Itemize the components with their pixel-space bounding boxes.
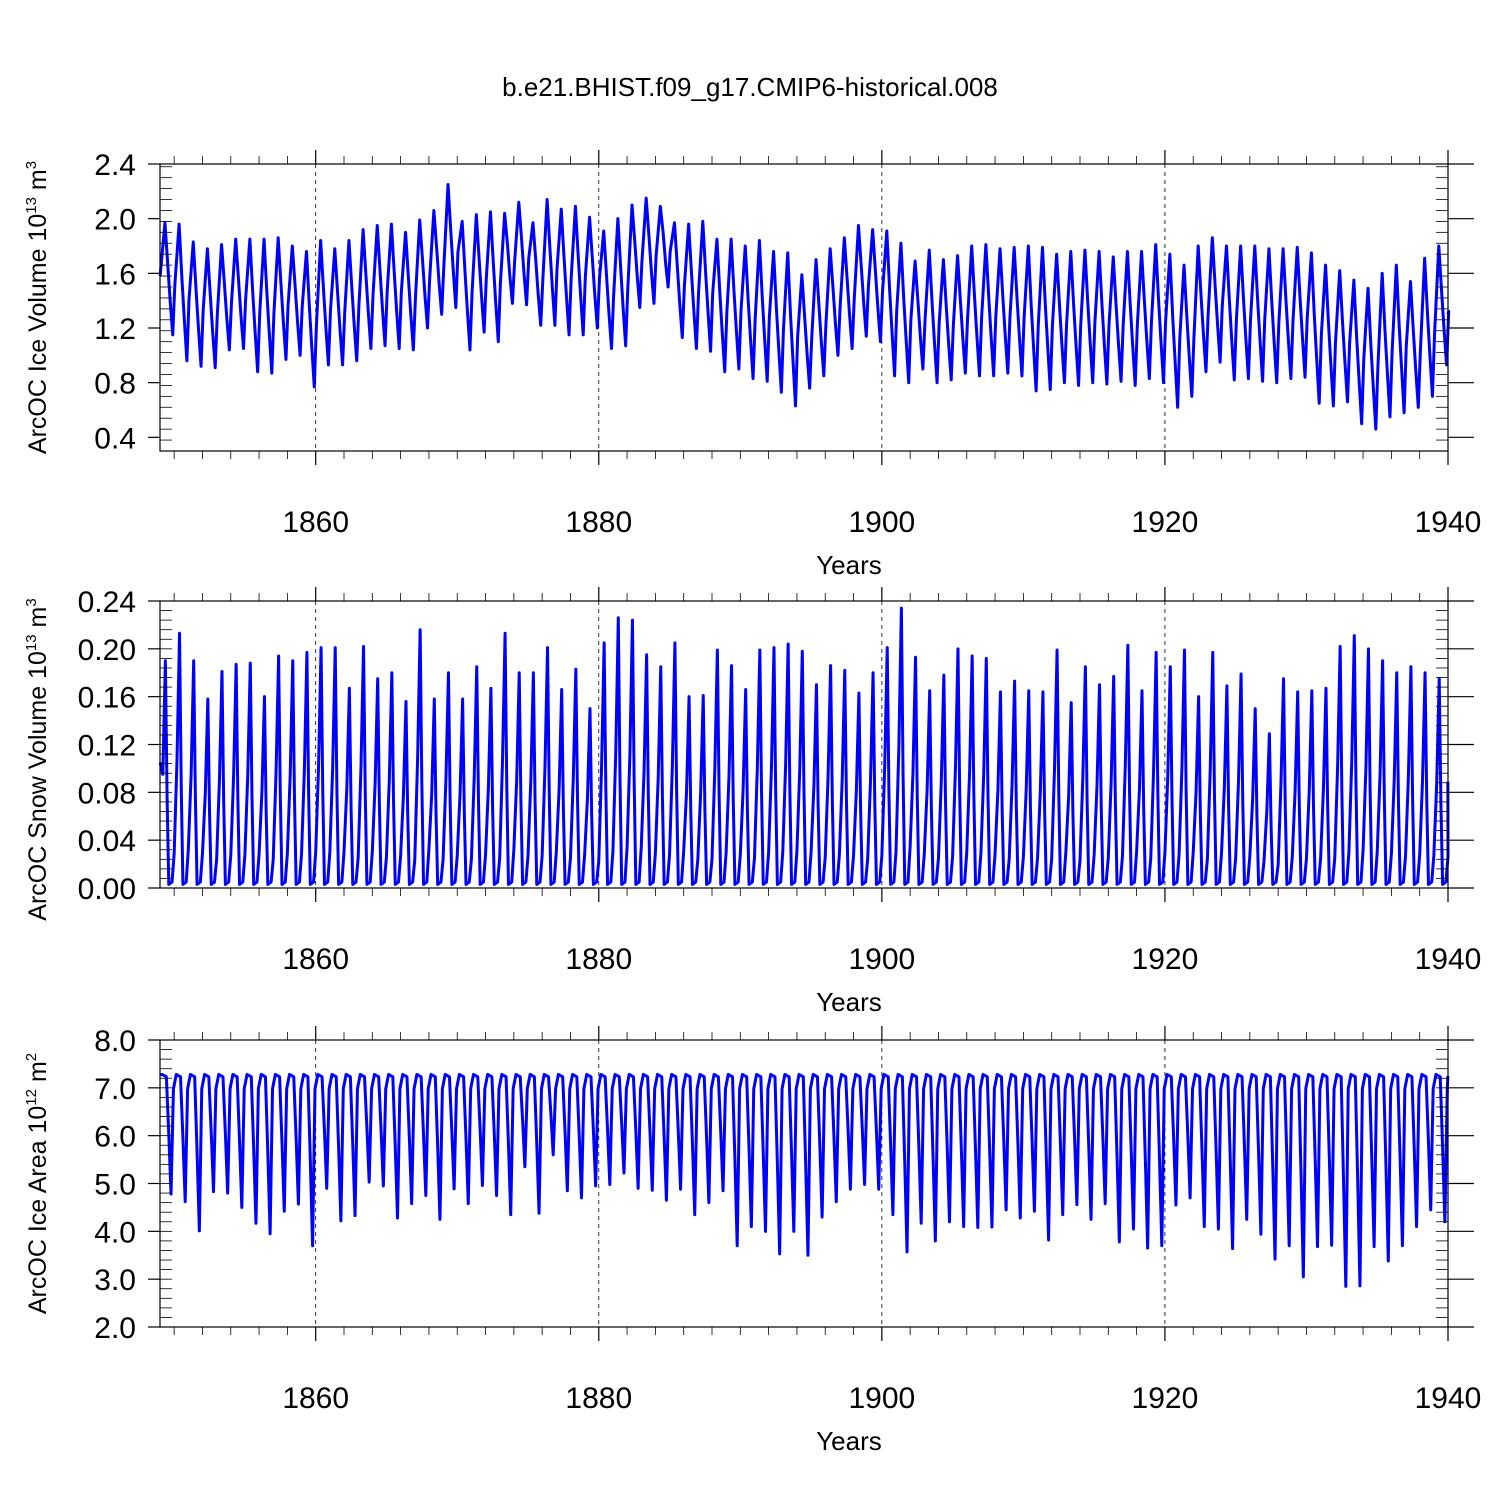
y-tick-label: 7.0 — [94, 1073, 136, 1106]
y-tick-label: 1.2 — [94, 313, 136, 346]
y-tick-label: 6.0 — [94, 1121, 136, 1154]
y-tick-label: 0.00 — [78, 873, 136, 906]
x-tick-label: 1860 — [282, 1382, 349, 1415]
y-tick-label: 0.4 — [94, 422, 136, 455]
y-tick-label: 0.8 — [94, 368, 136, 401]
y-tick-label: 8.0 — [94, 1025, 136, 1058]
x-axis-label: Years — [816, 550, 882, 580]
x-tick-label: 1940 — [1415, 943, 1482, 976]
x-tick-label: 1920 — [1132, 1382, 1199, 1415]
y-axis-label: ArcOC Ice Volume 1013 m3 — [23, 161, 52, 454]
x-tick-label: 1940 — [1415, 506, 1482, 539]
y-axis-label: ArcOC Snow Volume 1013 m3 — [23, 598, 52, 920]
panel-3: 2.0 3.0 4.0 5.0 6.0 7.0 8.0 1860 1880 1900 1920 194… — [23, 1025, 1481, 1456]
x-tick-label: 1880 — [565, 506, 632, 539]
x-tick-label: 1900 — [848, 1382, 915, 1415]
series-line — [160, 1072, 1450, 1288]
y-tick-label: 2.0 — [94, 204, 136, 237]
plot-frame — [159, 163, 1449, 452]
y-tick-label: 0.04 — [78, 825, 136, 858]
panel-1: 0.4 0.8 1.2 1.6 2.0 2.4 1860 1880 1900 1920 1940 Ye… — [23, 149, 1481, 580]
y-tick-label: 5.0 — [94, 1169, 136, 1202]
series-line — [158, 183, 1451, 431]
y-tick-label: 0.24 — [78, 586, 136, 619]
y-tick-label: 2.4 — [94, 149, 136, 182]
x-tick-label: 1920 — [1132, 506, 1199, 539]
panel-2: 0.00 0.04 0.08 0.12 0.16 0.20 0.24 1860 1880 1900… — [23, 586, 1481, 1017]
x-tick-label: 1880 — [565, 1382, 632, 1415]
x-tick-label: 1920 — [1132, 943, 1199, 976]
x-tick-label: 1860 — [282, 506, 349, 539]
y-tick-label: 3.0 — [94, 1264, 136, 1297]
x-tick-label: 1880 — [565, 943, 632, 976]
y-tick-label: 1.6 — [94, 258, 136, 291]
y-tick-label: 0.20 — [78, 634, 136, 667]
x-tick-label: 1900 — [848, 506, 915, 539]
y-tick-label: 0.08 — [78, 777, 136, 810]
x-tick-label: 1860 — [282, 943, 349, 976]
x-tick-label: 1900 — [848, 943, 915, 976]
x-tick-label: 1940 — [1415, 1382, 1482, 1415]
series-line — [158, 606, 1450, 886]
y-tick-label: 0.16 — [78, 682, 136, 715]
x-axis-label: Years — [816, 987, 882, 1017]
y-tick-label: 0.12 — [78, 730, 136, 763]
chart-title: b.e21.BHIST.f09_g17.CMIP6-historical.008 — [502, 72, 998, 102]
x-axis-label: Years — [816, 1426, 882, 1456]
y-tick-label: 2.0 — [94, 1312, 136, 1345]
y-tick-label: 4.0 — [94, 1216, 136, 1249]
y-axis-label: ArcOC Ice Area 1012 m2 — [23, 1053, 52, 1314]
